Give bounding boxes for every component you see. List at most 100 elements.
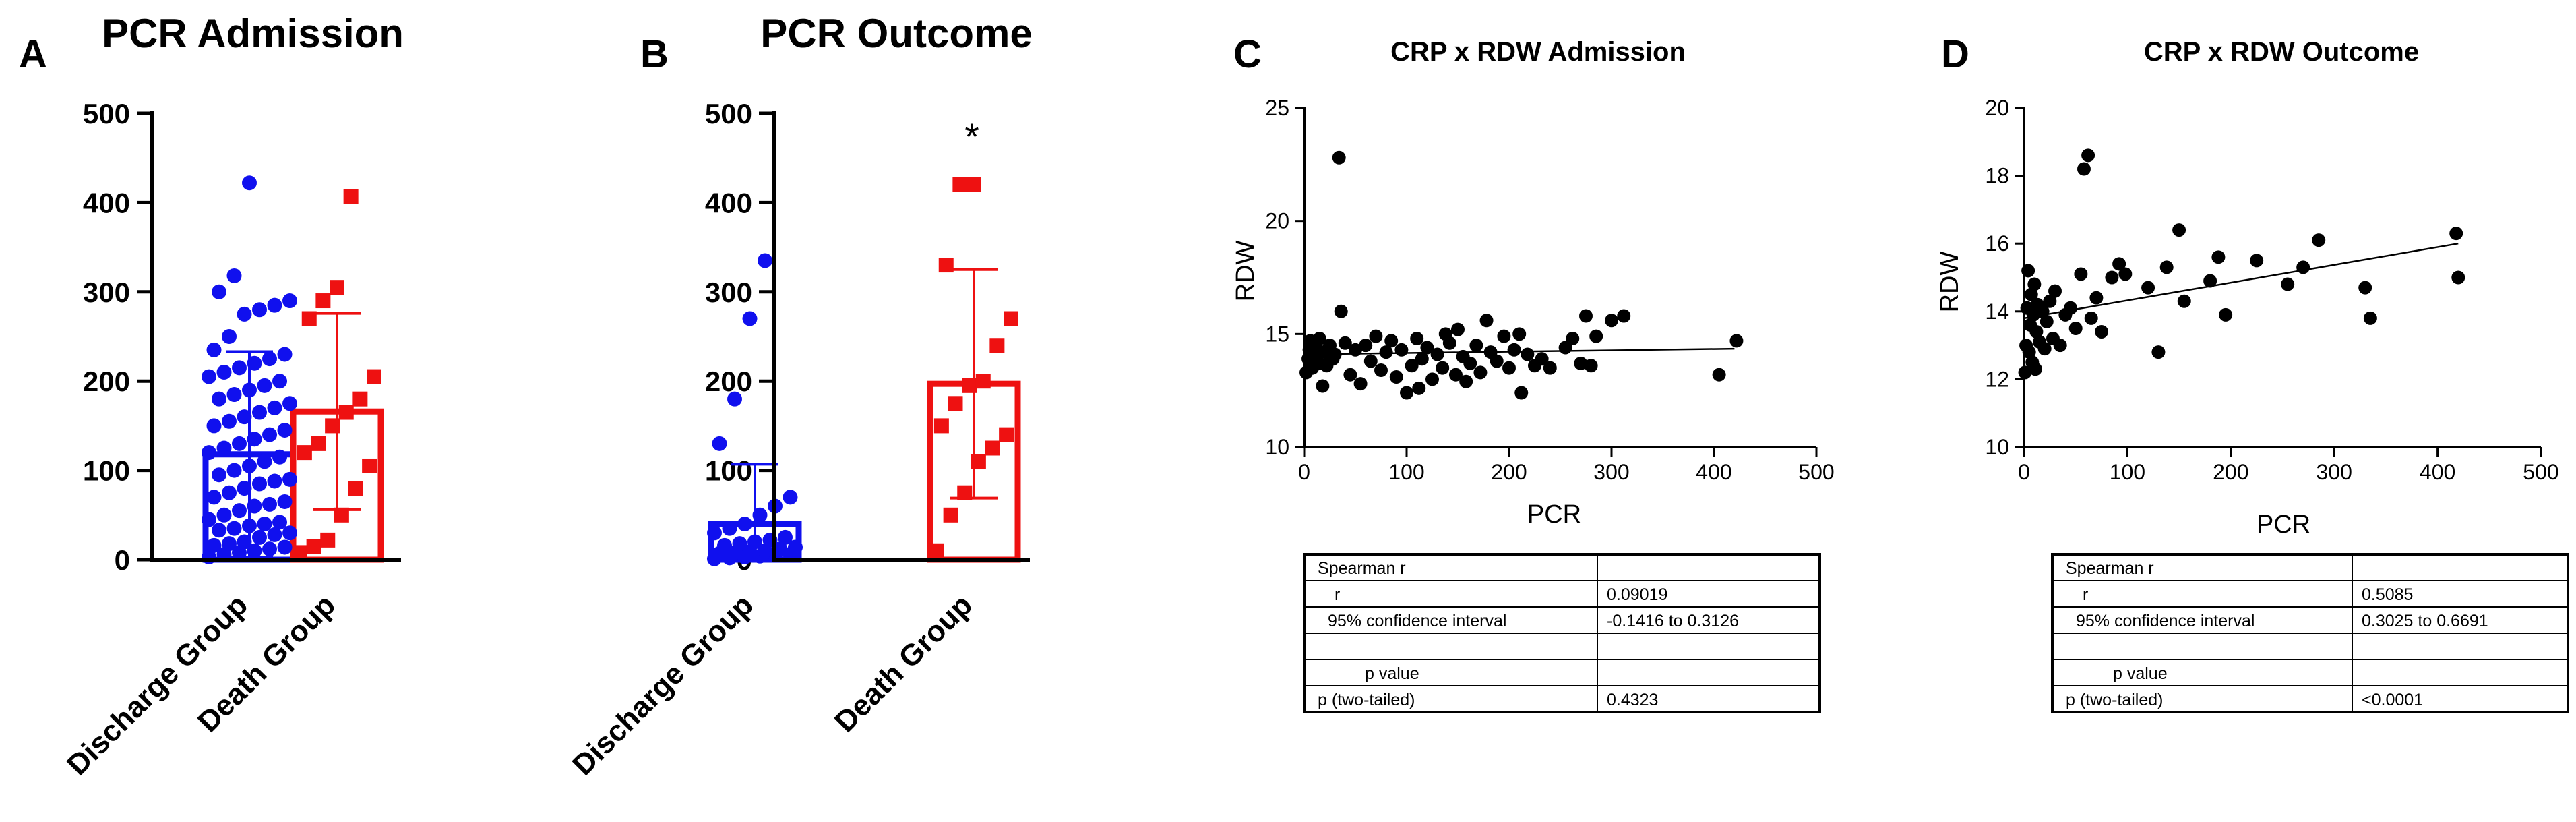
data-point <box>2449 227 2463 241</box>
data-point <box>952 177 968 192</box>
data-point <box>2095 324 2109 339</box>
data-point <box>1521 347 1535 361</box>
data-point <box>282 396 297 411</box>
table-cell-value: 0.09019 <box>1607 585 1667 604</box>
data-point <box>343 189 359 204</box>
data-point <box>1463 356 1477 370</box>
y-tick-label: 400 <box>705 187 752 218</box>
data-point <box>1469 339 1483 353</box>
table-cell-label: p (two-tailed) <box>1318 691 1415 709</box>
data-point <box>1359 339 1373 353</box>
axes <box>1303 107 1816 448</box>
data-point <box>222 485 237 500</box>
data-point <box>1334 304 1348 318</box>
data-point <box>1412 381 1426 395</box>
data-point <box>247 543 262 558</box>
data-point <box>267 527 282 542</box>
y-tick-label: 500 <box>83 98 130 129</box>
chart-title: CRP x RDW Outcome <box>2144 37 2419 67</box>
y-tick-label: 100 <box>83 455 130 487</box>
data-point <box>257 454 272 469</box>
data-point <box>2043 294 2057 308</box>
data-point <box>1004 311 1018 326</box>
y-axis-label: RDW <box>1231 240 1260 301</box>
data-point <box>242 382 257 398</box>
data-point <box>1574 356 1588 370</box>
chart-title: CRP x RDW Admission <box>1390 37 1686 67</box>
data-point <box>717 537 732 553</box>
chart-title: PCR Outcome <box>760 11 1032 56</box>
data-point <box>334 507 349 523</box>
data-point <box>212 284 226 299</box>
data-point <box>1543 361 1557 375</box>
data-point <box>202 445 216 461</box>
data-point <box>282 471 297 487</box>
data-point <box>1584 359 1598 373</box>
data-point <box>252 302 267 318</box>
y-tick-label: 20 <box>1985 96 2009 120</box>
data-point <box>1420 341 1434 355</box>
data-point <box>216 364 232 380</box>
data-point <box>202 512 216 527</box>
data-point <box>222 413 237 429</box>
table-cell-label: p value <box>2113 664 2168 683</box>
y-tick-label: 300 <box>705 276 752 308</box>
data-point <box>237 409 252 425</box>
data-point <box>2040 314 2054 328</box>
category-label-death: Death Group <box>828 588 979 738</box>
data-point <box>985 440 1000 456</box>
panel-letter-b: B <box>640 32 669 76</box>
data-point <box>1459 374 1473 388</box>
axis-ticks: 0 100 200 300 400 500 10 15 20 25 <box>1265 96 1834 484</box>
data-point <box>2029 324 2044 339</box>
data-point <box>975 374 991 389</box>
data-point <box>1343 368 1357 382</box>
data-point <box>262 541 277 557</box>
table-cell-label: Spearman r <box>1318 559 1406 578</box>
data-point <box>267 297 282 313</box>
panel-c: C CRP x RDW Admission RDW PCR 0 100 200 300… <box>1231 32 1835 713</box>
data-point <box>1448 368 1463 382</box>
x-tick-label: 500 <box>2523 460 2558 484</box>
data-point <box>330 280 344 295</box>
data-point <box>732 536 747 552</box>
table-cell-label: 95% confidence interval <box>2076 612 2255 630</box>
y-tick-label: 100 <box>705 455 752 487</box>
data-point <box>1374 363 1388 377</box>
data-point <box>2312 233 2326 247</box>
data-point <box>1425 372 1439 386</box>
table-cell-label: p (two-tailed) <box>2066 691 2164 709</box>
data-point <box>783 490 798 505</box>
data-point <box>2068 321 2083 335</box>
data-point <box>262 496 277 512</box>
data-point <box>226 463 242 478</box>
x-tick-label: 500 <box>1798 460 1834 484</box>
y-tick-label: 12 <box>1985 367 2009 391</box>
data-point <box>2084 311 2098 325</box>
data-point <box>1490 354 1504 368</box>
category-label-discharge: Discharge Group <box>566 588 760 782</box>
data-point <box>297 445 312 461</box>
data-point <box>2281 277 2295 291</box>
data-point <box>722 521 737 536</box>
data-point <box>1430 347 1444 361</box>
data-point <box>2177 294 2191 308</box>
x-tick-label: 200 <box>1491 460 1527 484</box>
y-tick-label: 400 <box>83 187 130 218</box>
data-point <box>242 518 257 533</box>
data-points <box>707 177 1018 566</box>
data-point <box>222 329 237 344</box>
data-point <box>277 494 293 509</box>
y-tick-label: 10 <box>1265 435 1289 459</box>
data-point <box>282 525 297 541</box>
data-point <box>1514 386 1529 400</box>
data-point <box>2022 345 2036 359</box>
data-point <box>206 537 222 553</box>
x-axis-label: PCR <box>1527 500 1581 529</box>
data-point <box>272 449 287 465</box>
data-point <box>282 293 297 309</box>
data-point <box>1589 329 1603 343</box>
data-point <box>1312 332 1326 346</box>
